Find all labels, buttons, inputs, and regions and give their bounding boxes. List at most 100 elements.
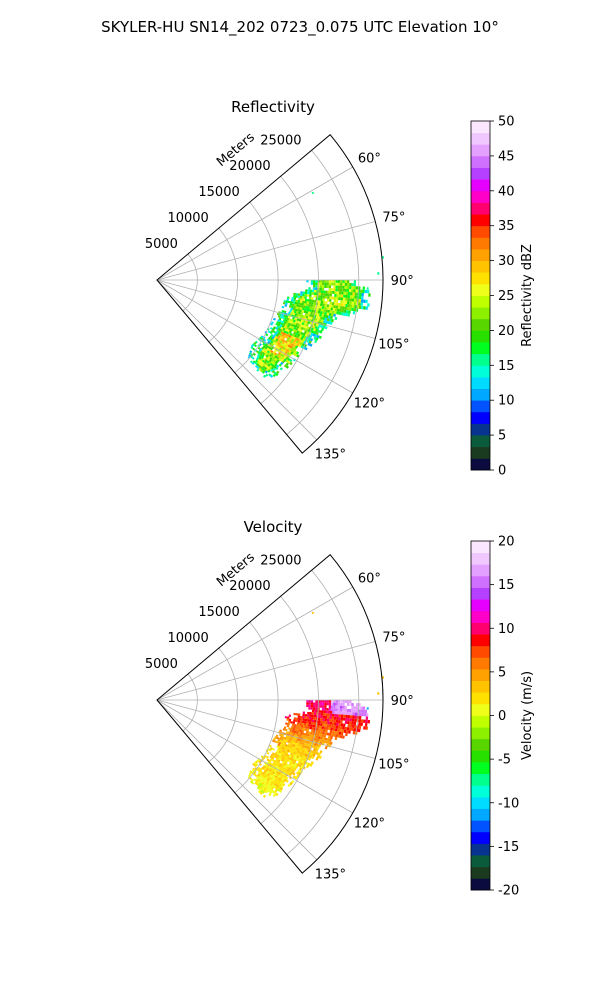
echo-cell xyxy=(312,304,316,308)
echo-cell xyxy=(320,720,324,724)
echo-cell xyxy=(331,319,334,323)
range-ring xyxy=(208,647,239,763)
echo-cell xyxy=(322,715,326,719)
echo-cell xyxy=(257,784,261,788)
azimuth-spoke xyxy=(156,279,376,339)
echo-cell xyxy=(324,317,328,321)
echo-cell xyxy=(348,307,352,311)
echo-cell xyxy=(329,721,333,725)
echo-cell xyxy=(327,315,331,319)
echo-cell xyxy=(280,348,284,352)
echo-cell xyxy=(308,311,311,315)
echo-cell xyxy=(336,722,339,726)
echo-cell xyxy=(288,750,292,754)
echo-cell xyxy=(261,772,266,776)
echo-cell xyxy=(302,718,306,722)
echo-cell xyxy=(260,789,264,793)
echo-cell xyxy=(337,720,341,724)
echo-cell xyxy=(261,352,266,356)
echo-cell xyxy=(270,775,274,779)
echo-cell xyxy=(321,726,325,730)
echo-cell xyxy=(298,331,302,335)
echo-cell xyxy=(272,761,276,765)
echo-cell xyxy=(333,280,336,283)
echo-cell xyxy=(315,707,318,711)
range-ring xyxy=(260,175,319,404)
echo-cell xyxy=(306,294,310,297)
echo-cell xyxy=(299,314,302,318)
echo-cell xyxy=(305,310,309,314)
echo-cell xyxy=(271,370,275,374)
echo-cell xyxy=(308,340,312,344)
echo-cell xyxy=(276,353,280,357)
echo-cell xyxy=(289,332,293,336)
echo-cell xyxy=(282,752,286,756)
echo-cell xyxy=(351,301,355,305)
colorbar-segment xyxy=(471,762,490,775)
echo-cell xyxy=(342,717,346,721)
echo-cell xyxy=(293,712,296,716)
echo-cell xyxy=(358,305,362,310)
echo-cell xyxy=(347,304,351,308)
echo-cell xyxy=(324,715,328,719)
echo-cell xyxy=(261,361,265,365)
echo-cell xyxy=(294,749,298,753)
colorbar-tick-label: 5 xyxy=(498,429,506,444)
echo-cell xyxy=(291,305,294,309)
echo-cell xyxy=(268,373,272,377)
echo-cell xyxy=(263,788,267,793)
echo-cell xyxy=(300,739,304,743)
echo-cell xyxy=(367,719,371,724)
echo-cell xyxy=(311,309,314,313)
echo-cell xyxy=(360,722,364,726)
echo-cell xyxy=(336,311,339,315)
echo-cell xyxy=(297,328,301,332)
echo-cell xyxy=(279,313,282,317)
azimuth-tick-label: 60° xyxy=(358,151,381,166)
echo-cell xyxy=(267,789,271,793)
echo-cell xyxy=(257,766,261,770)
echo-cell xyxy=(346,288,350,293)
echo-cell xyxy=(293,295,296,298)
echo-cell xyxy=(288,342,292,346)
colorbar-tick-label: 0 xyxy=(498,464,506,479)
echo-cell xyxy=(280,778,284,783)
colorbar-segment xyxy=(471,307,490,320)
echo-cell xyxy=(278,764,282,768)
echo-cell xyxy=(331,702,334,706)
echo-cell xyxy=(264,346,268,350)
echo-cell xyxy=(346,702,350,707)
echo-cell xyxy=(316,727,319,731)
echo-cell xyxy=(277,772,281,776)
echo-cell xyxy=(333,705,336,709)
echo-cell xyxy=(305,328,309,332)
echo-cell xyxy=(281,780,286,784)
echo-cell xyxy=(303,322,307,326)
echo-cell xyxy=(296,338,300,342)
echo-cell xyxy=(303,747,306,751)
echo-cell xyxy=(316,305,320,309)
colorbar-segment xyxy=(471,750,490,763)
echo-cell xyxy=(316,326,320,330)
echo-cell xyxy=(254,774,258,778)
echo-cell xyxy=(330,705,334,709)
echo-cell xyxy=(319,731,323,735)
echo-cell xyxy=(319,305,322,309)
echo-cell xyxy=(298,751,302,755)
echo-cell xyxy=(308,721,312,725)
echo-cell xyxy=(288,347,292,351)
echo-cell xyxy=(305,289,308,292)
echo-cell xyxy=(329,741,333,745)
echo-cell xyxy=(263,775,267,779)
echo-cell xyxy=(259,772,263,776)
echo-cell xyxy=(342,700,345,703)
echo-cell xyxy=(294,308,298,312)
colorbar-segment xyxy=(471,541,490,554)
echo-cell xyxy=(342,297,346,301)
echo-cell xyxy=(286,769,290,773)
echo-cell xyxy=(326,318,330,322)
echo-cell xyxy=(337,280,341,283)
echo-cell xyxy=(261,781,265,785)
echo-cell xyxy=(274,783,278,787)
echo-cell xyxy=(274,772,278,776)
